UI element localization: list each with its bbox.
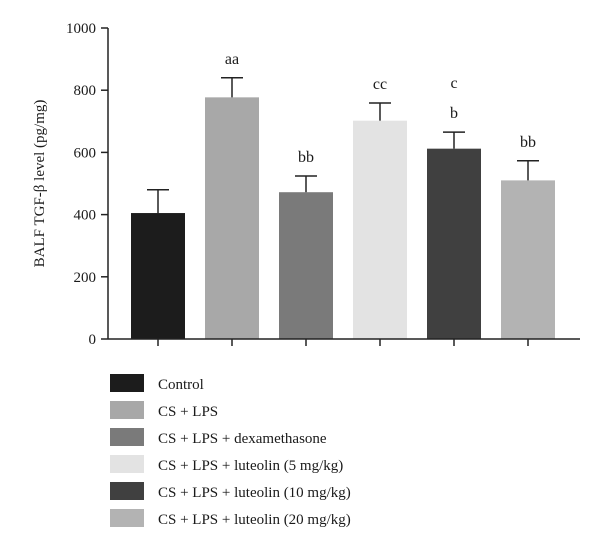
y-tick-label: 600 — [74, 145, 97, 161]
significance-label: bb — [520, 134, 536, 151]
bar — [353, 120, 407, 339]
significance-label: cc — [373, 76, 387, 93]
legend-swatch — [110, 374, 144, 392]
y-tick-label: 200 — [74, 270, 97, 286]
significance-label: aa — [225, 51, 239, 68]
bar — [279, 192, 333, 339]
legend-label: CS + LPS + luteolin (20 mg/kg) — [158, 512, 351, 528]
y-axis: 0 200 400 600 800 1000 BALF TGF-β level (pg/mg… — [32, 21, 109, 348]
y-tick-label: 1000 — [66, 21, 96, 37]
bars: aa bb cc bc bb — [131, 51, 555, 339]
bar — [501, 180, 555, 339]
y-tick-label: 0 — [89, 332, 97, 348]
legend-swatch — [110, 401, 144, 419]
legend-label: CS + LPS + dexamethasone — [158, 431, 327, 447]
bar — [205, 97, 259, 339]
significance-label: c — [450, 75, 457, 92]
legend-label: CS + LPS + luteolin (10 mg/kg) — [158, 485, 351, 501]
y-axis-title: BALF TGF-β level (pg/mg) — [32, 100, 48, 268]
bar — [427, 148, 481, 339]
legend-label: Control — [158, 377, 204, 393]
legend-label: CS + LPS + luteolin (5 mg/kg) — [158, 458, 343, 474]
legend-swatch — [110, 455, 144, 473]
legend-swatch — [110, 428, 144, 446]
legend-label: CS + LPS — [158, 404, 218, 420]
x-axis — [108, 338, 580, 346]
y-tick-label: 800 — [74, 83, 97, 99]
legend-swatch — [110, 482, 144, 500]
significance-label: bb — [298, 149, 314, 166]
y-tick-label: 400 — [74, 208, 97, 224]
significance-label: b — [450, 105, 458, 122]
legend-swatch — [110, 509, 144, 527]
legend: Control CS + LPS CS + LPS + dexamethasone C… — [110, 374, 351, 528]
bar — [131, 213, 185, 339]
